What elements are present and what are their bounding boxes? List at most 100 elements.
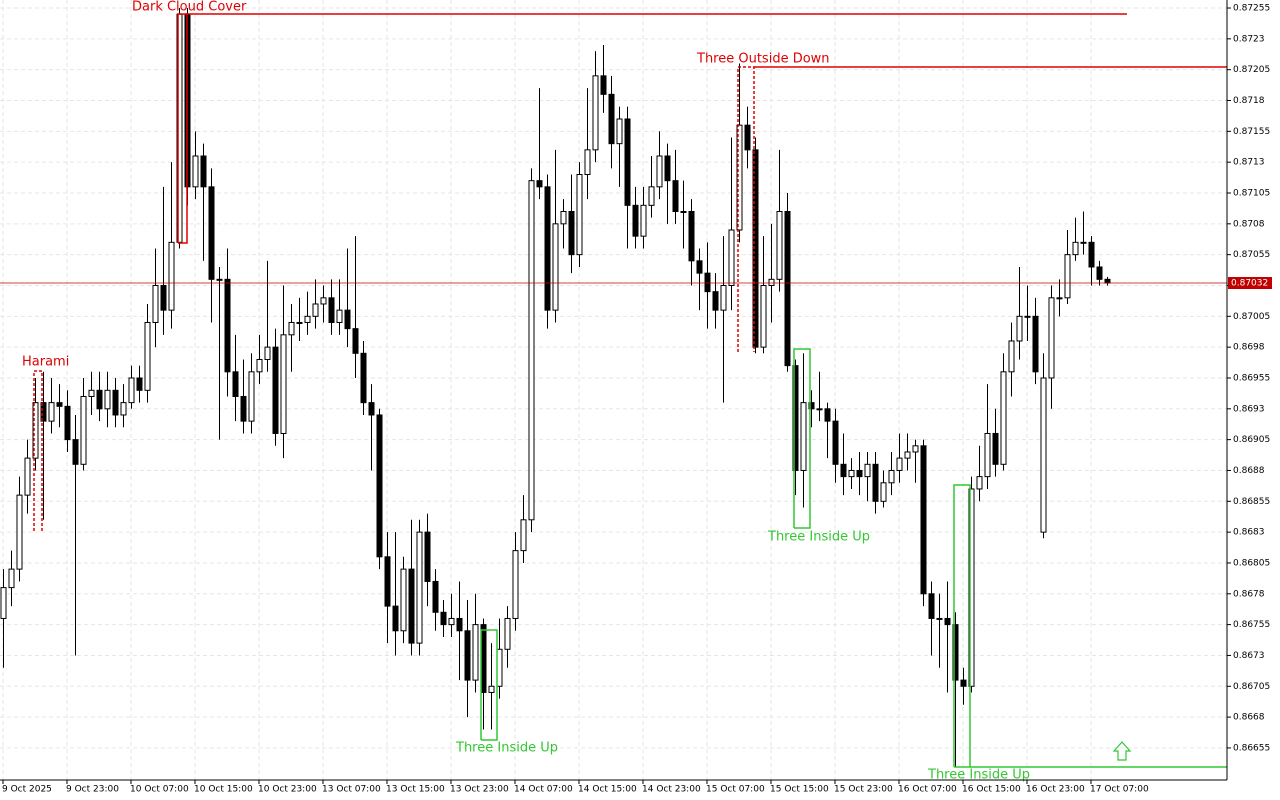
candle-body [400,568,407,632]
candle-body [160,284,167,311]
candle-body [848,469,855,478]
candle-body [984,432,991,478]
candle-body [720,284,727,311]
pattern-box [793,348,811,529]
candle-body [64,405,71,441]
candle-body [40,402,47,422]
pattern-label: Three Outside Down [696,52,830,67]
candle-body [360,352,367,404]
candle-body [624,118,631,206]
y-tick-label: 0.8678 [1233,589,1265,599]
candle-body [344,309,351,330]
x-tick-label: 13 Oct 15:00 [386,785,445,795]
candle-body [1016,315,1023,342]
y-tick-label: 0.86855 [1233,497,1270,507]
candle-body [784,210,791,367]
candle-body [48,402,55,422]
candle-body [464,630,471,681]
candle-body [800,402,807,471]
candle-body [640,204,647,237]
y-tick-label: 0.8718 [1233,96,1265,106]
candle-body [944,617,951,626]
candle-body [560,210,567,225]
candle-body [1040,377,1047,533]
candle-body [824,408,831,422]
y-tick-label: 0.8673 [1233,651,1265,661]
candle-body [680,210,687,213]
candle-body [120,402,127,416]
x-tick-label: 15 Oct 15:00 [770,785,829,795]
candle-body [992,432,999,465]
candle-body [872,463,879,502]
candle-body [192,155,199,188]
candle-body [512,550,519,619]
x-tick-label: 17 Oct 07:00 [1090,785,1149,795]
x-tick-label: 13 Oct 23:00 [450,785,509,795]
candle-body [32,402,39,459]
x-tick-label: 9 Oct 2025 [2,785,52,795]
candle-body [584,149,591,175]
candle-body [128,377,135,404]
candle-body [920,445,927,595]
y-tick-label: 0.87205 [1233,65,1270,75]
candle-body [200,155,207,188]
x-tick-label: 15 Oct 07:00 [706,785,765,795]
candle-body [312,303,319,317]
candle-body [144,321,151,391]
candle-body [88,389,95,397]
candle-body [816,408,823,411]
candle-body [960,679,967,687]
pattern-box [480,629,498,741]
candle-body [576,173,583,256]
y-tick-label: 0.86655 [1233,743,1270,753]
candle-body [272,346,279,434]
candle-body [1080,241,1087,244]
candle-body [832,420,839,465]
candle-body [896,457,903,471]
candle-body [880,482,887,502]
candle-body [152,284,159,323]
candle-body [632,204,639,237]
y-tick-label: 0.87255 [1233,4,1270,14]
candle-body [808,402,815,410]
pattern-box [953,484,971,768]
x-tick-label: 10 Oct 07:00 [130,785,189,795]
candle-body [544,186,551,311]
candle-body [688,210,695,262]
candle-body [528,180,535,521]
candle-body [904,451,911,459]
candle-body [1064,254,1071,299]
candle-body [80,395,87,465]
x-tick-label: 14 Oct 15:00 [578,785,637,795]
candle-body [656,155,663,188]
candle-body [536,180,543,188]
candle-body [864,463,871,478]
x-tick-label: 10 Oct 23:00 [258,785,317,795]
candle-body [248,371,255,422]
candle-body [24,457,31,496]
x-tick-label: 16 Oct 07:00 [898,785,957,795]
candle-body [1032,315,1039,373]
candle-body [936,617,943,620]
y-tick-label: 0.8723 [1233,34,1265,44]
candle-body [72,439,79,465]
candle-body [0,587,7,619]
candle-body [1104,278,1111,284]
candle-body [224,278,231,373]
candle-body [752,149,759,348]
candle-body [472,624,479,681]
candle-body [112,389,119,416]
candle-body [96,389,103,410]
candle-body [416,531,423,644]
y-tick-label: 0.87105 [1233,188,1270,198]
candle-body [56,402,63,407]
candle-body [704,272,711,293]
x-tick-label: 10 Oct 15:00 [194,785,253,795]
candle-body [296,321,303,324]
y-tick-label: 0.86905 [1233,435,1270,445]
candle-body [328,297,335,323]
y-tick-label: 0.87155 [1233,127,1270,137]
y-tick-label: 0.8688 [1233,466,1265,476]
candle-body [768,278,775,286]
